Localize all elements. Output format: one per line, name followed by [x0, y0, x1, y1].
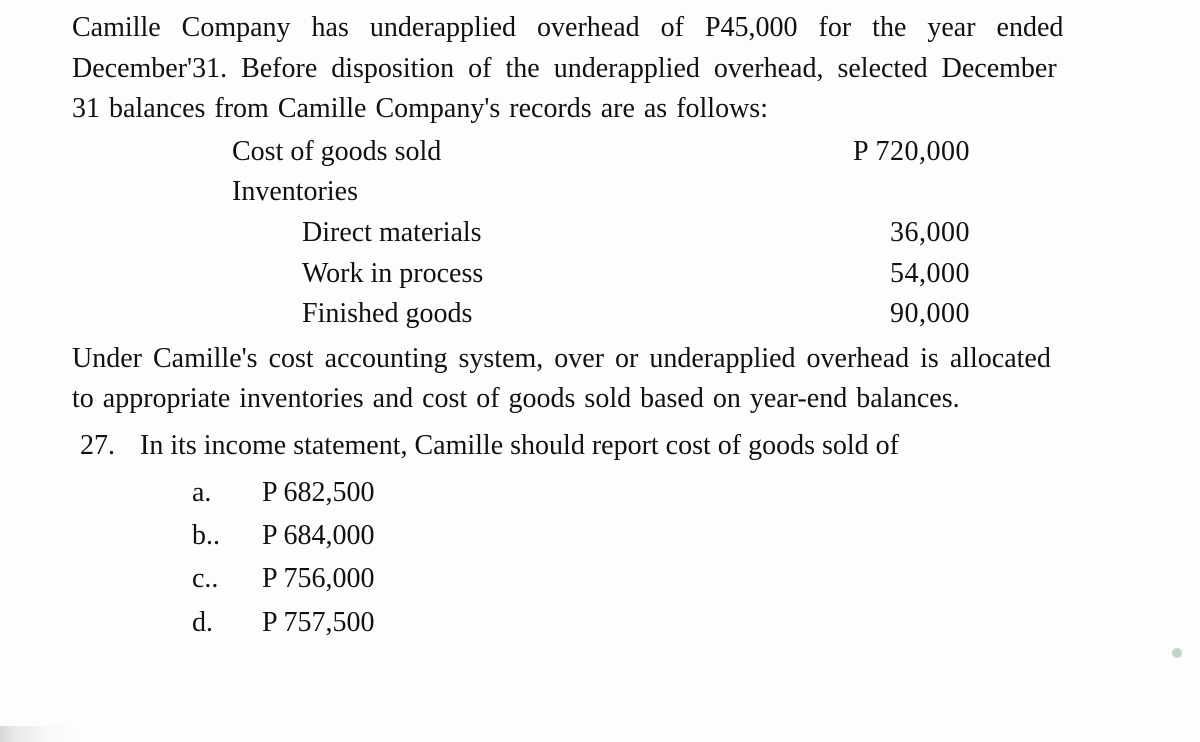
- option-b-text: P 684,000: [262, 514, 375, 557]
- balances-block: Cost of goods sold P 720,000 Inventories…: [232, 132, 1160, 335]
- question-line: 27. In its income statement, Camille sho…: [72, 426, 1160, 467]
- intro-line-1: Camille Company has underapplied overhea…: [72, 8, 1160, 49]
- wip-label: Work in process: [302, 254, 483, 295]
- option-c: c.. P 756,000: [192, 557, 1160, 600]
- inventory-items: Direct materials 36,000 Work in process …: [302, 213, 1160, 335]
- row-dm: Direct materials 36,000: [302, 213, 1160, 254]
- row-wip: Work in process 54,000: [302, 254, 1160, 295]
- allocation-paragraph: Under Camille's cost accounting system, …: [72, 339, 1160, 420]
- option-d-text: P 757,500: [262, 601, 375, 644]
- question-number: 27.: [72, 426, 140, 467]
- alloc-line-1: Under Camille's cost accounting system, …: [72, 339, 1160, 380]
- intro-line-3: 31 balances from Camille Company's recor…: [72, 89, 1160, 130]
- intro-line-2: December'31. Before disposition of the u…: [72, 49, 1160, 90]
- fg-label: Finished goods: [302, 294, 472, 335]
- option-d: d. P 757,500: [192, 601, 1160, 644]
- page-shadow: [0, 726, 80, 742]
- option-a-text: P 682,500: [262, 471, 375, 514]
- answer-options: a. P 682,500 b.. P 684,000 c.. P 756,000…: [192, 471, 1160, 645]
- page: Camille Company has underapplied overhea…: [0, 0, 1200, 742]
- option-c-text: P 756,000: [262, 557, 375, 600]
- fg-amount: 90,000: [890, 294, 1160, 335]
- row-cogs: Cost of goods sold P 720,000: [232, 132, 1160, 173]
- dm-label: Direct materials: [302, 213, 482, 254]
- option-d-letter: d.: [192, 601, 262, 644]
- cogs-label: Cost of goods sold: [232, 132, 441, 173]
- dm-amount: 36,000: [890, 213, 1160, 254]
- option-b-letter: b..: [192, 514, 262, 557]
- cogs-amount: P 720,000: [853, 132, 1160, 173]
- wip-amount: 54,000: [890, 254, 1160, 295]
- row-fg: Finished goods 90,000: [302, 294, 1160, 335]
- alloc-line-2: to appropriate inventories and cost of g…: [72, 379, 1160, 420]
- inventories-label: Inventories: [232, 172, 358, 213]
- intro-paragraph: Camille Company has underapplied overhea…: [72, 8, 1160, 130]
- row-inventories-header: Inventories: [232, 172, 1160, 213]
- option-b: b.. P 684,000: [192, 514, 1160, 557]
- option-a: a. P 682,500: [192, 471, 1160, 514]
- option-c-letter: c..: [192, 557, 262, 600]
- question-text: In its income statement, Camille should …: [140, 426, 1160, 467]
- option-a-letter: a.: [192, 471, 262, 514]
- artifact-dot: [1172, 648, 1182, 658]
